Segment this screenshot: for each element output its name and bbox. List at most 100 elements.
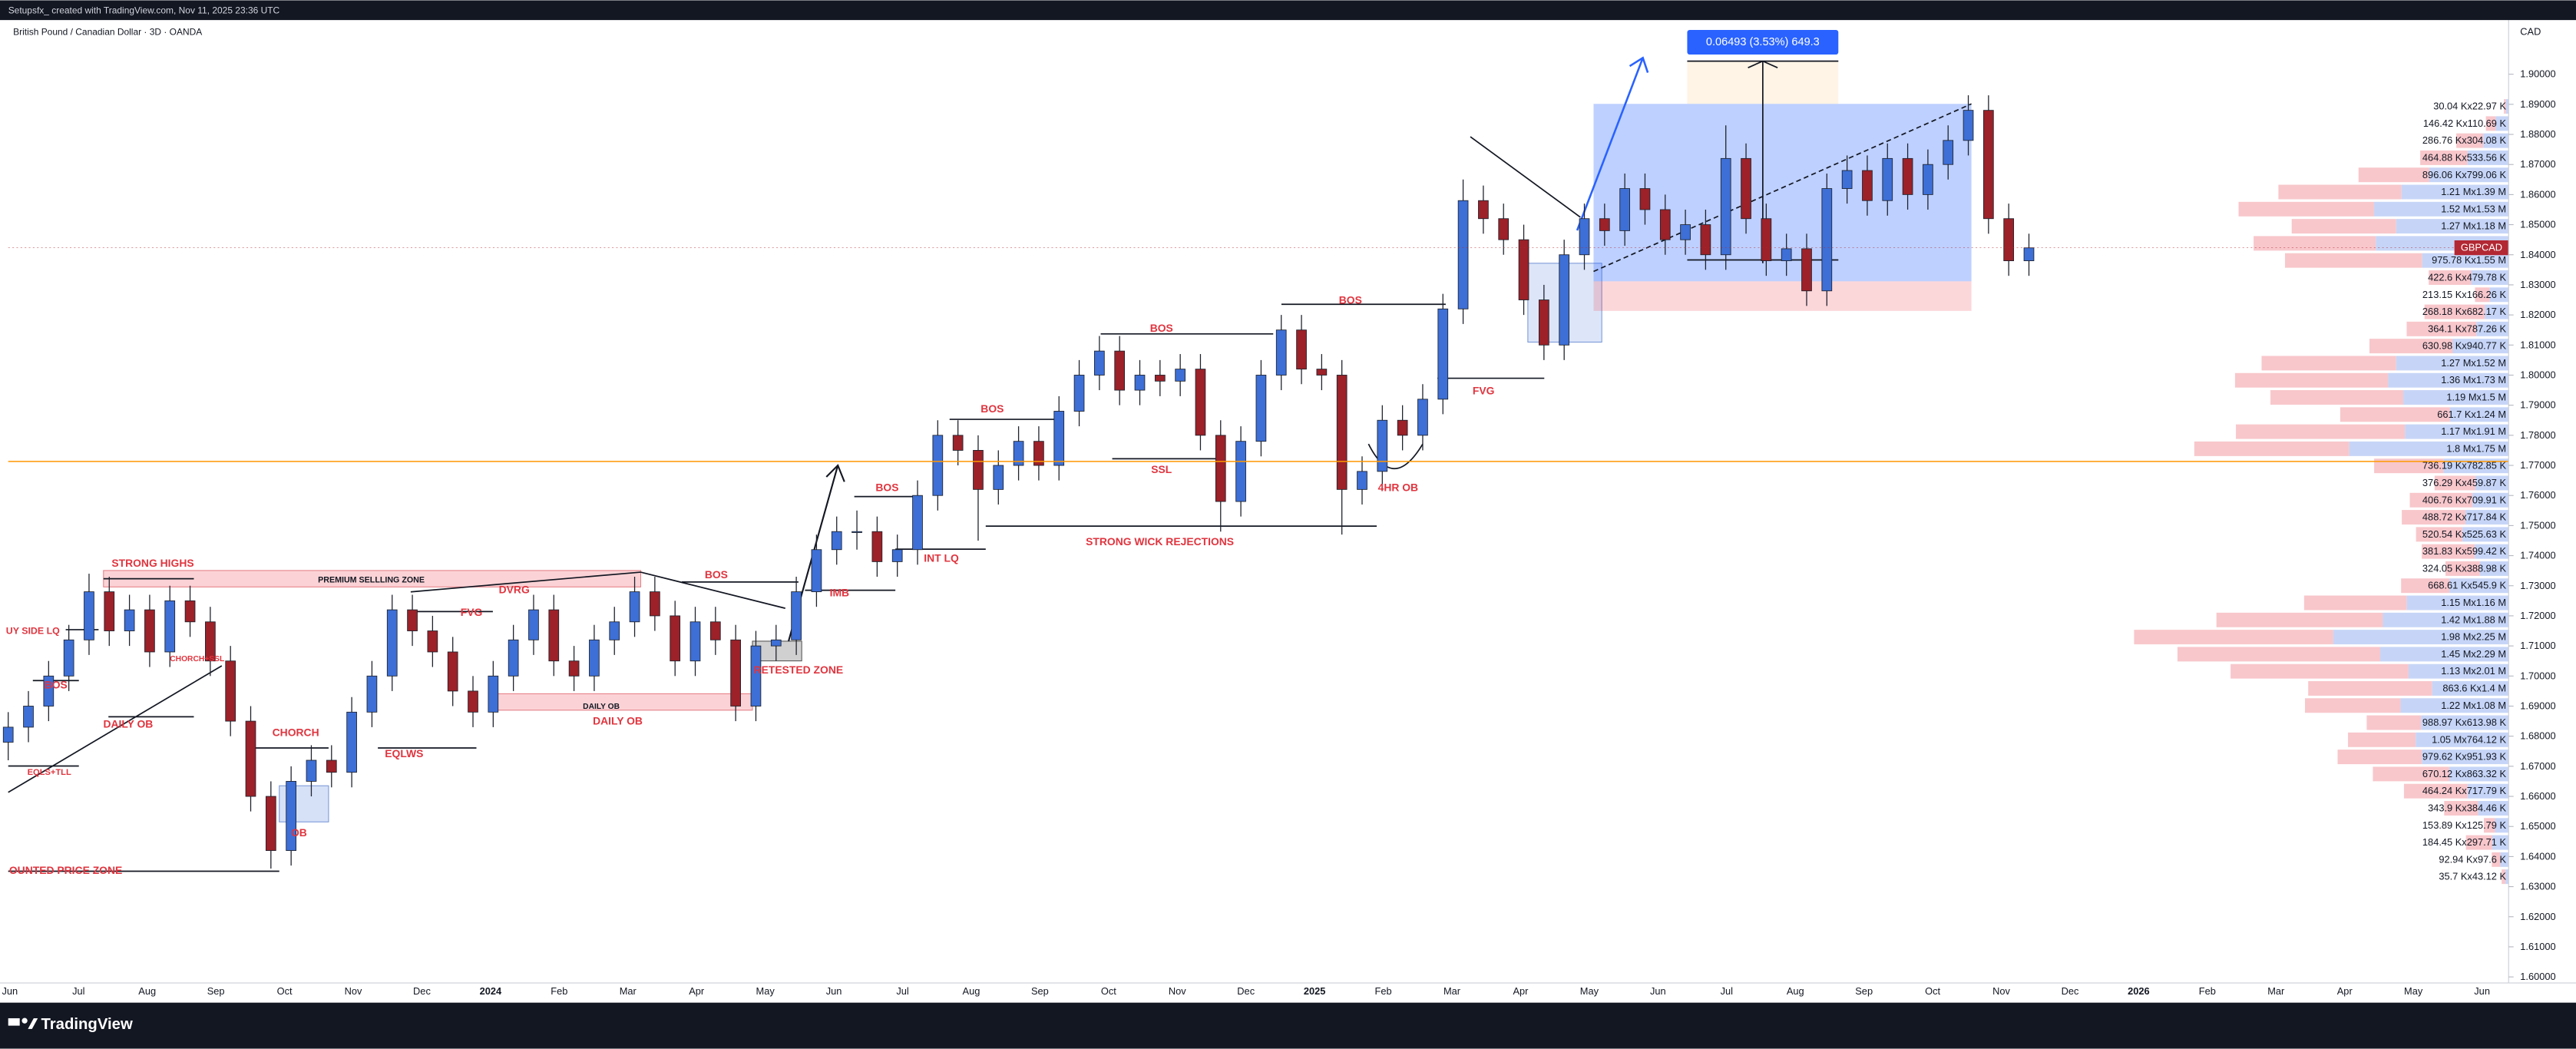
profile-up <box>2422 750 2509 765</box>
channel-line <box>1593 103 1972 273</box>
profile-label: 1.05 Mx764.12 K <box>2432 733 2506 745</box>
candle-body <box>609 621 620 640</box>
candle-body <box>23 706 34 728</box>
profile-up <box>2401 184 2509 200</box>
logo[interactable]: TradingView <box>8 1016 133 1033</box>
candle-body <box>852 531 862 533</box>
y-tick-label: 1.75000 <box>2520 519 2555 531</box>
annotation: CHORCH+SSL <box>170 655 224 663</box>
profile-down <box>2358 167 2429 183</box>
profile-down <box>2403 783 2468 799</box>
logo-text: TradingView <box>41 1016 132 1033</box>
annotation: DAILY OB <box>103 718 153 730</box>
candle-body <box>1275 329 1287 376</box>
profile-down <box>2270 390 2404 405</box>
premium-zone <box>103 570 642 587</box>
profile-up <box>2396 219 2509 234</box>
profile-down <box>2429 270 2472 285</box>
candle-body <box>1215 435 1226 502</box>
candle-body <box>84 591 94 640</box>
annotation: DAILY OB <box>583 703 620 711</box>
candle-body <box>1053 411 1065 466</box>
annotation: BOS <box>980 402 1004 415</box>
candle-body <box>1417 399 1428 436</box>
profile-up <box>2422 253 2509 268</box>
profile-up <box>2373 201 2509 217</box>
profile-down <box>2485 116 2496 131</box>
profile-label: 343.9 Kx384.46 K <box>2428 802 2506 814</box>
profile-label: 184.45 Kx297.71 K <box>2422 836 2507 848</box>
y-tick-label: 1.78000 <box>2520 429 2555 441</box>
profile-down <box>2504 99 2506 114</box>
profile-down <box>2234 372 2389 388</box>
y-tick-label: 1.63000 <box>2520 881 2555 892</box>
x-tick-label: Dec <box>2062 985 2079 997</box>
profile-down <box>2420 150 2468 165</box>
candle-body <box>589 639 600 677</box>
annotation: CHORCH <box>273 726 319 738</box>
profile-down <box>2465 835 2493 850</box>
profile-up <box>2421 715 2509 730</box>
candle-body <box>1336 375 1348 490</box>
profile-label: 1.15 Mx1.16 M <box>2441 597 2506 608</box>
candle-body <box>104 591 115 631</box>
candle-body <box>184 600 196 623</box>
x-tick-label: Jun <box>826 985 842 997</box>
credit: Setupsfx_ created with TradingView.com, … <box>8 5 280 16</box>
annotation: FVG <box>461 606 483 618</box>
candle-body <box>1255 375 1267 442</box>
candle-body <box>1862 170 1873 201</box>
x-tick-label: Apr <box>689 985 705 997</box>
top-bar <box>0 0 2576 21</box>
profile-up <box>2467 150 2509 165</box>
candle-body <box>730 639 741 707</box>
profile-up <box>2485 304 2509 319</box>
annotation: FVG <box>1473 384 1495 396</box>
candle-body <box>1882 157 1893 201</box>
profile-label: 30.04 Kx22.97 K <box>2433 101 2506 112</box>
candle-body <box>1539 299 1549 346</box>
profile-label: 988.97 Kx613.98 K <box>2422 716 2507 728</box>
candle-body <box>1639 188 1651 210</box>
y-tick-label: 1.72000 <box>2520 610 2555 621</box>
y-tick-label: 1.69000 <box>2520 700 2555 712</box>
profile-label: 975.78 Kx1.55 M <box>2432 254 2506 266</box>
candle-body <box>1599 218 1610 231</box>
profile-label: 1.27 Mx1.52 M <box>2441 357 2506 369</box>
profile-label: 1.21 Mx1.39 M <box>2441 186 2506 197</box>
candle-body <box>932 435 944 496</box>
profile-up <box>2452 339 2509 354</box>
profile-label: 863.6 Kx1.4 M <box>2442 682 2506 693</box>
profile-label: 979.62 Kx951.93 K <box>2422 751 2507 763</box>
annotation: UY SIDE LQ <box>6 625 60 636</box>
x-tick-label: Mar <box>1443 985 1461 997</box>
x-tick-label: Jul <box>72 985 84 997</box>
annotation: OB <box>291 826 307 839</box>
profile-up <box>2416 732 2509 747</box>
candle-body <box>1235 441 1246 502</box>
profile-label: 286.76 Kx304.08 K <box>2422 134 2507 146</box>
profile-up <box>2403 390 2509 405</box>
annotation: BOS <box>1150 322 1173 334</box>
candle-body <box>1457 200 1469 309</box>
candle-body <box>164 600 176 653</box>
x-tick-label: May <box>2404 985 2423 997</box>
profile-label: 1.98 Mx2.25 M <box>2441 631 2506 643</box>
profile-up <box>2492 835 2509 850</box>
trend-line <box>8 665 223 793</box>
profile-down <box>2401 578 2450 594</box>
profile-up <box>2443 458 2509 474</box>
profile-up <box>2505 869 2509 885</box>
y-tick-label: 1.64000 <box>2520 850 2555 862</box>
candle-body <box>1579 218 1590 256</box>
annotation: STRONG HIGHS <box>111 557 193 569</box>
candle-body <box>1963 110 1974 141</box>
annotation: STRONG WICK REJECTIONS <box>1086 535 1234 548</box>
candle-body <box>2023 247 2035 262</box>
profile-up <box>2449 407 2509 422</box>
profile-up <box>2396 356 2509 371</box>
volume-profile: 30.04 Kx22.97 K 146.42 Kx110.69 K 286.76 K… <box>2134 99 2509 885</box>
profile-label: 1.52 Mx1.53 M <box>2441 203 2506 214</box>
